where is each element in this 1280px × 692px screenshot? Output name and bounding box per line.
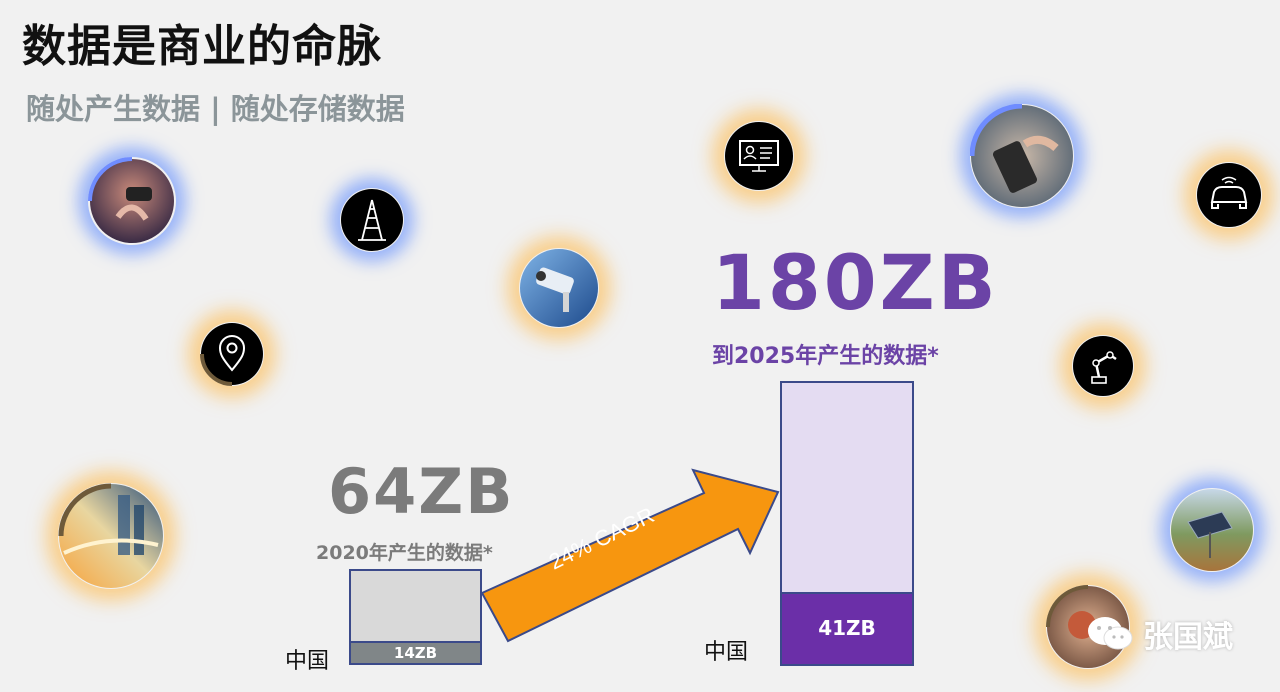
bar-2025-china-label: 41ZB [818, 616, 876, 640]
bar-2025-china: 41ZB [782, 592, 912, 664]
wechat-icon [1088, 617, 1133, 650]
total-2020: 64ZB [328, 455, 515, 528]
caption-2020: 2020年产生的数据* [316, 542, 493, 564]
total-2025: 180ZB [712, 238, 999, 327]
smartphone-icon [970, 104, 1074, 208]
solar-panel-icon [1170, 488, 1254, 572]
bar-2020: 14ZB [349, 569, 482, 665]
vr-headset-icon [88, 157, 176, 245]
bar-2020-china-label: 14ZB [393, 644, 438, 662]
watermark-name: 张国斌 [1143, 620, 1233, 655]
car-icon [1196, 162, 1262, 228]
china-label-2020: 中国 [285, 649, 330, 674]
china-label-2025: 中国 [704, 640, 749, 665]
monitor-profile-icon [724, 121, 794, 191]
page-title: 数据是商业的命脉 [22, 21, 382, 72]
security-camera-icon [519, 248, 599, 328]
bar-2020-china: 14ZB [351, 641, 480, 663]
watermark: 张国斌 [1085, 612, 1233, 656]
location-pin-icon [200, 322, 264, 386]
caption-2025: 到2025年产生的数据* [712, 344, 939, 369]
robot-arm-icon [1072, 335, 1134, 397]
page-subtitle: 随处产生数据 | 随处存储数据 [26, 92, 405, 126]
oil-rig-icon [340, 188, 404, 252]
bar-2025: 41ZB [780, 381, 914, 666]
growth-arrow [480, 468, 780, 643]
city-lights-icon [58, 483, 164, 589]
